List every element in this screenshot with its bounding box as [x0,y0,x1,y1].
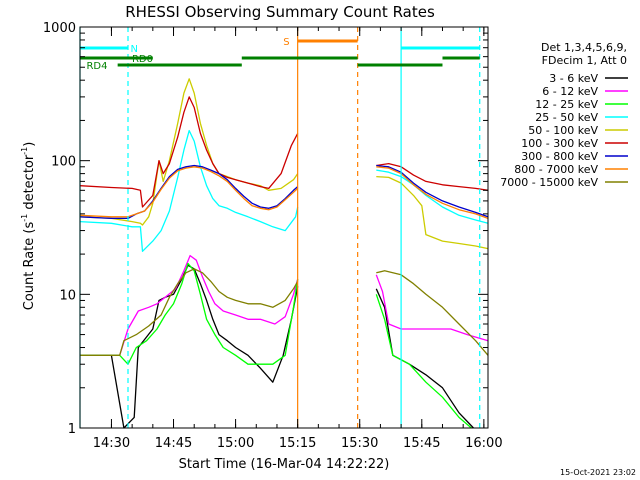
y-axis-label: Count Rate (s-1 detector-1) [20,142,37,311]
x-tick-label: 14:45 [155,436,192,451]
legend: Det 1,3,4,5,6,9,FDecim 1, Att 0 3 - 6 keV… [500,41,628,189]
legend-label-300-800-kev: 300 - 800 keV [521,150,598,163]
legend-label-50-100-kev: 50 - 100 keV [528,124,598,137]
y-tick-label: 1000 [43,21,76,36]
footer-timestamp: 15-Oct-2021 23:02 [560,468,636,477]
x-tick-label: 15:15 [279,436,316,451]
axes-layer: 14:30 14:45 15:00 15:15 15:30 15:45 16:00 1 10 10… [43,21,503,451]
x-tick-label: 15:00 [217,436,254,451]
series-line-3-6-kev [80,264,474,429]
plot-data-layer: N S RD0 RD4 [79,27,489,429]
y-tick-label: 10 [59,288,76,303]
legend-header-line: FDecim 1, Att 0 [542,54,627,67]
series-line-25-50-kev [79,129,489,252]
series-line-6-12-kev [80,254,489,356]
series-line-50-100-kev [79,78,489,250]
legend-label-25-50-kev: 25 - 50 keV [535,111,598,124]
legend-label-3-6-kev: 3 - 6 keV [549,72,598,85]
x-tick-label: 15:45 [403,436,440,451]
series-line-12-25-kev [80,262,472,429]
legend-header-line: Det 1,3,4,5,6,9, [541,41,627,54]
x-tick-label: 16:00 [465,436,502,451]
flag-label-s: S [283,37,289,48]
legend-label-100-300-kev: 100 - 300 keV [521,137,598,150]
flag-label-rd4: RD4 [86,61,107,72]
series-line-7000-15000-kev [80,268,489,356]
legend-label-6-12-kev: 6 - 12 keV [542,85,598,98]
chart-title: RHESSI Observing Summary Count Rates [125,3,435,21]
flag-label-n: N [130,44,137,55]
legend-label-800-7000-kev: 800 - 7000 keV [514,163,598,176]
series-line-800-7000-kev [79,166,489,220]
y-tick-label: 1 [68,422,76,437]
x-tick-label: 14:30 [93,436,130,451]
legend-label-12-25-kev: 12 - 25 keV [535,98,598,111]
flag-label-rd0: RD0 [132,54,153,65]
legend-label-7000-15000-kev: 7000 - 15000 keV [500,176,598,189]
y-tick-label: 100 [51,155,76,170]
x-tick-label: 15:30 [341,436,378,451]
series-line-100-300-kev [79,96,489,208]
plot-frame [79,26,489,429]
x-axis-label: Start Time (16-Mar-04 14:22:22) [179,457,390,472]
